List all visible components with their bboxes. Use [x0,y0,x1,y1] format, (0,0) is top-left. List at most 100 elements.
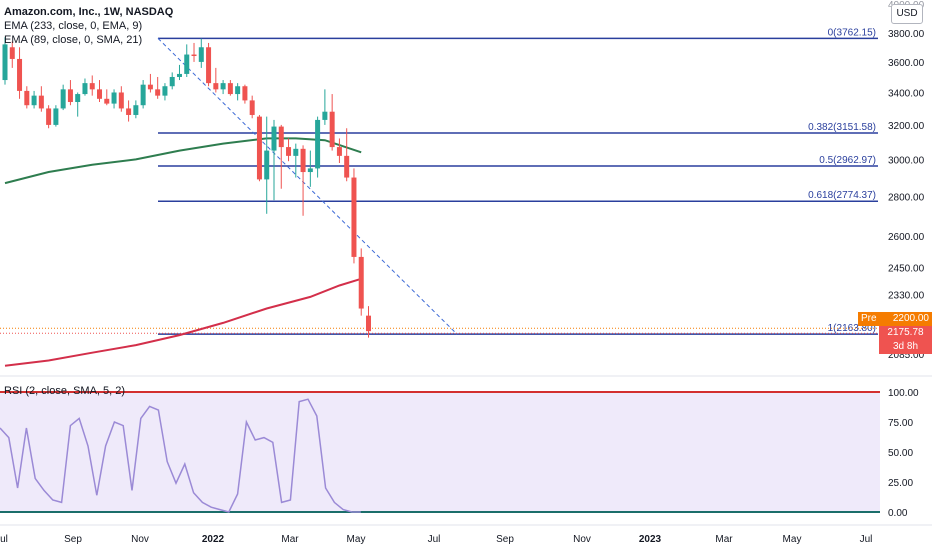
candle [89,75,95,96]
candle-body [315,119,321,169]
candle-body [242,86,248,101]
candle-body [162,86,168,96]
candle-body [366,315,371,332]
candle [336,138,342,163]
candle-body [53,108,59,125]
candle-body [336,147,342,156]
price-tick-label: 2450.00 [888,264,925,275]
price-tick-label: 2600.00 [888,232,925,243]
time-tick-label: Sep [64,534,82,545]
candle-body [31,95,37,106]
fib-level-label: 0.382(3151.58) [808,122,876,133]
candle [162,83,168,101]
price-tick-label: 3600.00 [888,58,925,69]
pre-market-tag: Pre 2200.00 [858,312,932,326]
rsi-pane[interactable] [0,391,880,513]
candle [220,80,226,95]
candle-body [191,54,197,57]
candle-body [24,90,30,106]
candle-body [60,89,66,109]
candle-body [147,84,153,90]
time-tick-label: Jul [860,534,873,545]
price-tick-label: 3000.00 [888,155,925,166]
candle-body [126,108,132,115]
candle [2,37,8,85]
rsi-tick-label: 75.00 [888,418,913,429]
candle-body [46,108,52,125]
candle [31,90,37,109]
candle-body [278,126,284,148]
time-tick-label: Jul [428,534,441,545]
candle [329,94,335,151]
candle [256,114,262,182]
candle-body [155,89,161,96]
currency-button[interactable]: USD [891,4,923,24]
candle-body [67,89,73,103]
candle [322,89,328,125]
candle [140,80,146,109]
candle [358,248,364,316]
candle-body [140,84,146,106]
candle [300,145,306,216]
candle [176,64,182,81]
candle [307,150,313,187]
candle [9,41,15,68]
candle-body [118,92,124,109]
candle-body [2,44,8,81]
candle [118,86,124,112]
fib-level-label: 0(3762.15) [828,27,876,38]
candle-body [235,86,241,95]
time-tick-label: Nov [573,534,591,545]
price-tick-label: 3200.00 [888,121,925,132]
time-tick-label: Sep [496,534,514,545]
candle [82,78,88,96]
pre-value: 2200.00 [892,313,929,324]
candle [242,84,248,104]
candle [169,72,175,90]
candle [75,92,81,117]
ema89-line [4,137,362,185]
candle [278,124,284,189]
ema89-legend: EMA (89, close, 0, SMA, 21) [4,34,143,46]
candle-body [344,155,350,178]
candle [271,119,277,201]
candle-body [307,168,313,173]
candle-body [271,126,277,151]
pre-label: Pre [861,313,877,324]
candle [60,84,66,111]
candle-body [220,83,226,90]
candle [286,138,292,162]
candle [38,86,44,112]
time-tick-label: ul [0,534,8,545]
last-price-value: 2175.78 [887,327,924,338]
time-tick-label: Mar [715,534,733,545]
candle-body [300,148,306,173]
price-pane[interactable]: 0(3762.15) 0.382(3151.58) 0.5(2962.97) 0.61… [0,27,880,367]
ema233-line [4,277,362,367]
candle [344,128,350,182]
time-tick-label: May [347,534,366,545]
candle [315,116,321,178]
candle [206,42,212,87]
price-tick-label: 2800.00 [888,192,925,203]
rsi-tick-label: 0.00 [888,508,908,519]
time-tick-label: Mar [281,534,299,545]
candle-body [111,92,117,104]
candle [24,86,30,109]
price-tick-label: 2085.00 [888,350,925,361]
candle [155,76,161,99]
candle-body [82,83,88,95]
fib-level-label: 0.618(2774.37) [808,190,876,201]
candle [198,38,204,68]
candle-body [104,98,110,104]
time-tick-label: 2022 [202,534,225,545]
candle-body [17,58,23,91]
ema233-legend: EMA (233, close, 0, EMA, 9) [4,20,143,32]
candle-body [329,111,335,148]
candle-body [286,147,292,156]
last-price-tag: 2175.78 3d 8h [879,326,932,354]
candle-body [227,83,233,95]
candle-body [169,76,175,87]
